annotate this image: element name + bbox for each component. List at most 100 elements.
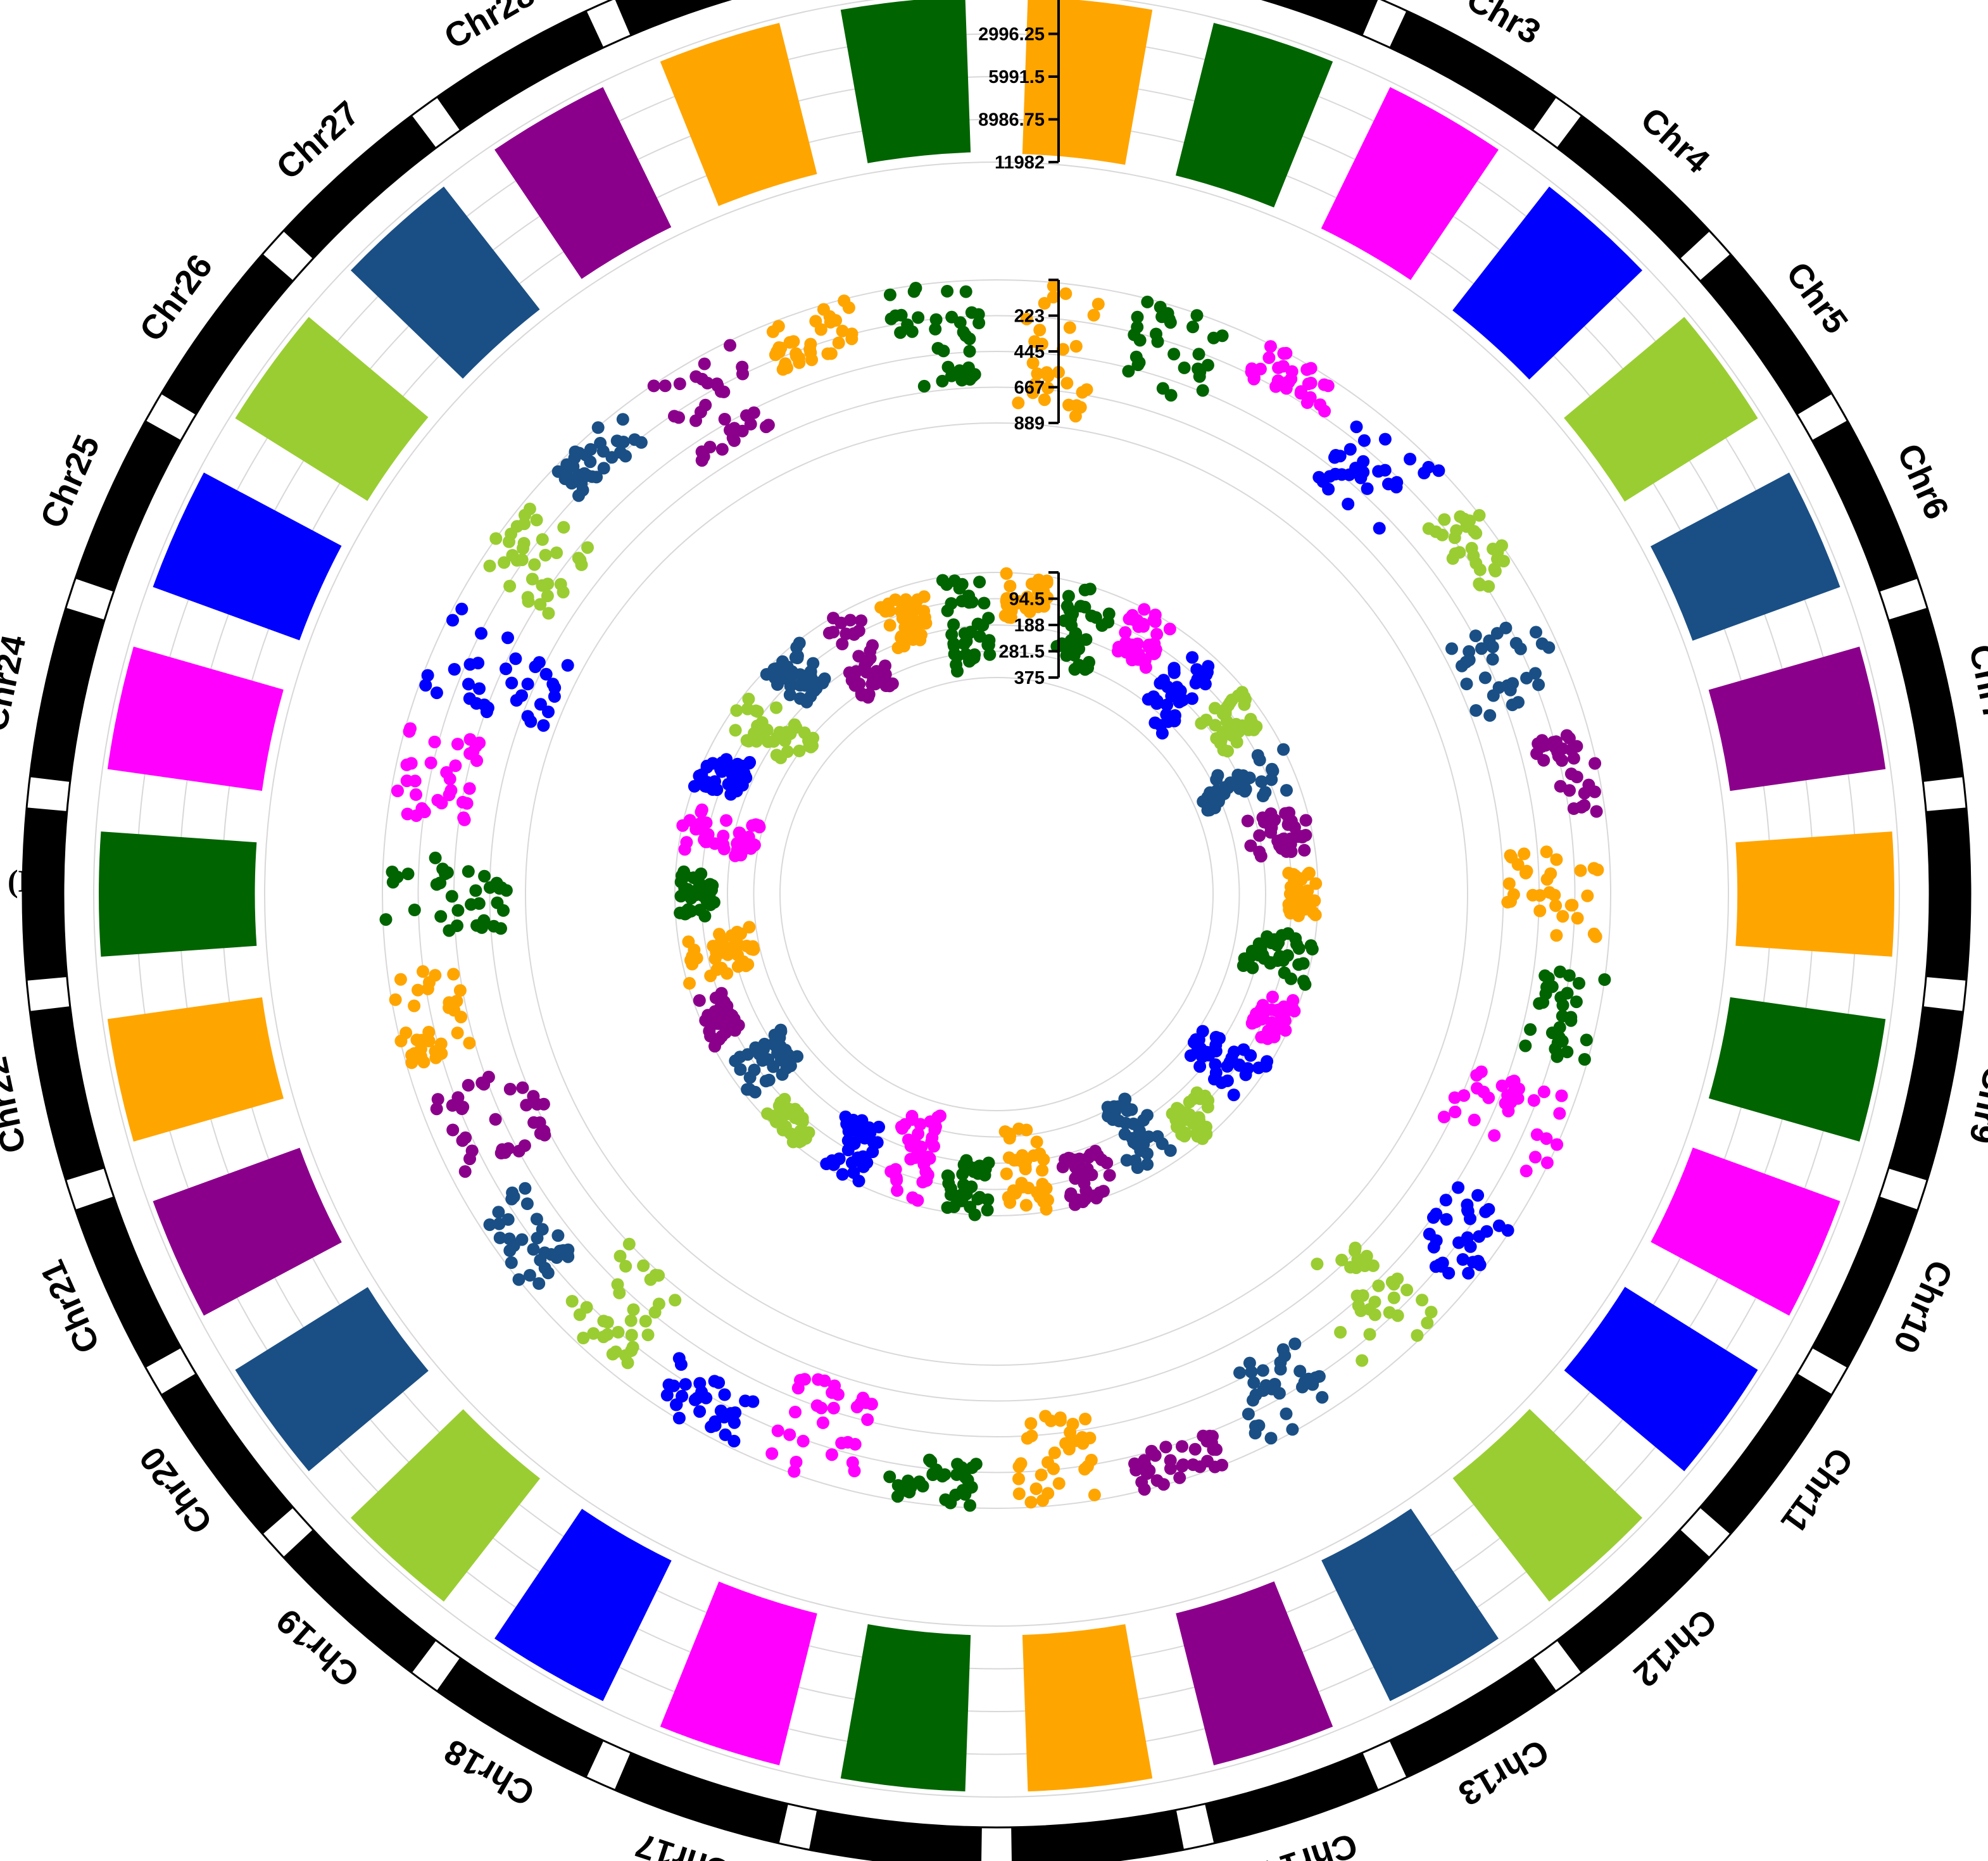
track-2-point [1285, 372, 1298, 386]
track-3-point [1141, 1158, 1154, 1171]
track-2-point [1506, 677, 1519, 690]
track-2-point [557, 520, 570, 534]
track-2-point [455, 602, 469, 615]
track-2-point [1294, 387, 1307, 400]
track-3-point [1129, 1154, 1142, 1168]
track-3-point [833, 1152, 846, 1165]
track-3-point [1186, 651, 1199, 664]
track-2-point [959, 285, 972, 298]
track-3-point [1137, 1114, 1150, 1127]
track-3-point [883, 619, 896, 632]
ideogram-Chr4 [1557, 115, 1710, 259]
track-2-point [1462, 1266, 1475, 1280]
ideogram-Chr18 [436, 1657, 604, 1778]
track-2-point [1533, 889, 1547, 902]
track-2-point [428, 735, 441, 748]
track-1-block-Chr18 [494, 1508, 672, 1701]
track-2-point [1385, 1275, 1399, 1289]
track-3-point [1266, 990, 1279, 1004]
track-2-point [736, 367, 749, 381]
track-2-point [520, 1099, 533, 1112]
track-3-point [1082, 1151, 1095, 1164]
track-2-point [1335, 1253, 1349, 1266]
track-2-point [565, 1295, 579, 1308]
track-2-point [1495, 1079, 1509, 1092]
track-2-point [462, 1078, 475, 1092]
track-3-point [734, 927, 747, 940]
track-3-point [729, 724, 742, 737]
track-3-point [769, 662, 783, 675]
track-2-point [527, 1116, 541, 1129]
ideogram-Chr23 [22, 807, 67, 981]
track-2-point [1129, 1463, 1143, 1477]
track-2-point [1329, 449, 1342, 462]
track-1-block-Chr17 [660, 1581, 817, 1765]
track-2-point [672, 411, 685, 424]
track-2-point [1518, 847, 1531, 861]
grid-circle [525, 422, 1468, 1366]
track-3-point [783, 728, 796, 741]
track-3-point [1127, 1117, 1140, 1130]
track-2-point [1469, 629, 1482, 643]
track-3-point [1309, 908, 1322, 921]
track-1-block-Chr29 [660, 23, 817, 206]
track-1-block-Chr12 [1452, 1409, 1643, 1602]
track-3-point [1278, 1014, 1292, 1027]
track-2-point [1012, 1487, 1026, 1500]
track-2-point [386, 866, 399, 878]
track-2-point [512, 1273, 525, 1286]
track-2-point [521, 678, 534, 691]
track-2-point [512, 1144, 525, 1158]
track-2-point [1587, 927, 1601, 940]
track-3-point [1253, 754, 1266, 767]
track-2-point [503, 1244, 517, 1257]
track-3-point [869, 678, 882, 691]
track-2-point [1549, 899, 1563, 912]
track-2-point [1488, 562, 1501, 576]
track-2-point [1475, 1065, 1488, 1078]
track-2-point [1448, 1091, 1461, 1104]
track-2-point [1076, 1437, 1090, 1450]
track-3-point [748, 1063, 761, 1076]
track-3-point [1252, 1061, 1265, 1075]
chromosome-label: Chr22 [0, 1054, 34, 1156]
track-2-point [1273, 1387, 1286, 1400]
track-2-point [727, 434, 741, 447]
track-2-point [478, 869, 491, 883]
track-3-point [779, 1120, 792, 1133]
track-2-point [587, 1327, 600, 1340]
track-3-point [705, 883, 718, 897]
track-2-point [401, 867, 415, 881]
track-2-point [715, 443, 729, 456]
ideogram-Chr16 [808, 1810, 982, 1861]
track-3-point [894, 605, 907, 618]
track-2-point [619, 450, 632, 463]
track-2-point [667, 1379, 681, 1392]
track-3-point [941, 1201, 954, 1214]
track-2-point [941, 360, 955, 374]
track-2-point [718, 1388, 731, 1401]
ideogram-Chr19 [283, 1529, 436, 1673]
track-2-point [408, 904, 421, 916]
track-1-block-Chr23 [99, 831, 257, 957]
track-3-point [1230, 736, 1243, 748]
track-2-point [1079, 1413, 1092, 1425]
track-3-point [703, 1013, 716, 1026]
track-3-point [1221, 1074, 1234, 1087]
track-2-point [1439, 1194, 1452, 1207]
track-2-point [1047, 279, 1060, 293]
track-2-point [475, 627, 488, 640]
track-2-point [1561, 1045, 1574, 1059]
track-2-point [672, 1411, 686, 1425]
track-3-point [1236, 959, 1250, 972]
track-3-point [1284, 880, 1297, 893]
track-2-point [1519, 1164, 1533, 1178]
track-1-block-Chr9 [1708, 997, 1886, 1142]
track-2-point [597, 1330, 610, 1344]
grid-circle [453, 351, 1540, 1437]
track-2-point [1556, 1009, 1569, 1023]
track-3-point [1161, 680, 1174, 693]
track-2-point [1486, 640, 1499, 653]
axis-tick-label: 8986.75 [978, 110, 1045, 130]
track-3-point [758, 1037, 771, 1050]
